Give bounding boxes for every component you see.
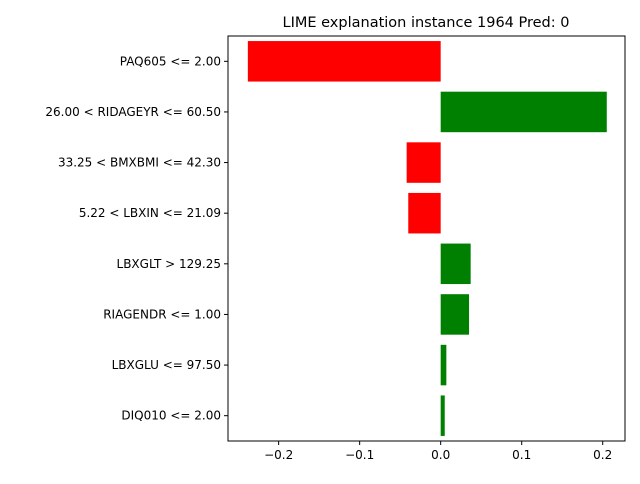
bar-6 <box>440 344 447 386</box>
chart-title: LIME explanation instance 1964 Pred: 0 <box>283 15 570 31</box>
y-tick-label-6: LBXGLU <= 97.50 <box>112 358 221 372</box>
x-ticks: −0.2 −0.1 0.0 0.1 0.2 <box>264 441 612 462</box>
y-tick-label-0: PAQ605 <= 2.00 <box>120 54 221 68</box>
x-tick-label-3: 0.1 <box>512 448 531 462</box>
y-tick-label-4: LBXGLT > 129.25 <box>117 257 221 271</box>
bars-group <box>247 41 607 436</box>
x-tick-label-2: 0.0 <box>431 448 450 462</box>
bar-4 <box>440 243 471 285</box>
y-tick-label-1: 26.00 < RIDAGEYR <= 60.50 <box>45 105 221 119</box>
x-tick-label-4: 0.2 <box>593 448 612 462</box>
bar-2 <box>406 142 441 183</box>
y-tick-labels: PAQ605 <= 2.00 26.00 < RIDAGEYR <= 60.50 3… <box>45 54 228 423</box>
bar-5 <box>440 294 470 335</box>
bar-0 <box>247 41 441 82</box>
y-tick-label-2: 33.25 < BMXBMI <= 42.30 <box>58 156 221 170</box>
y-tick-label-3: 5.22 < LBXIN <= 21.09 <box>79 206 221 220</box>
y-tick-label-5: RIAGENDR <= 1.00 <box>103 307 221 321</box>
bar-3 <box>408 192 441 234</box>
axes-frame <box>227 35 626 442</box>
bar-1 <box>440 91 607 133</box>
bar-7 <box>440 395 445 436</box>
x-tick-label-1: −0.1 <box>345 448 374 462</box>
x-tick-label-0: −0.2 <box>264 448 293 462</box>
y-tick-label-7: DIQ010 <= 2.00 <box>121 409 221 423</box>
